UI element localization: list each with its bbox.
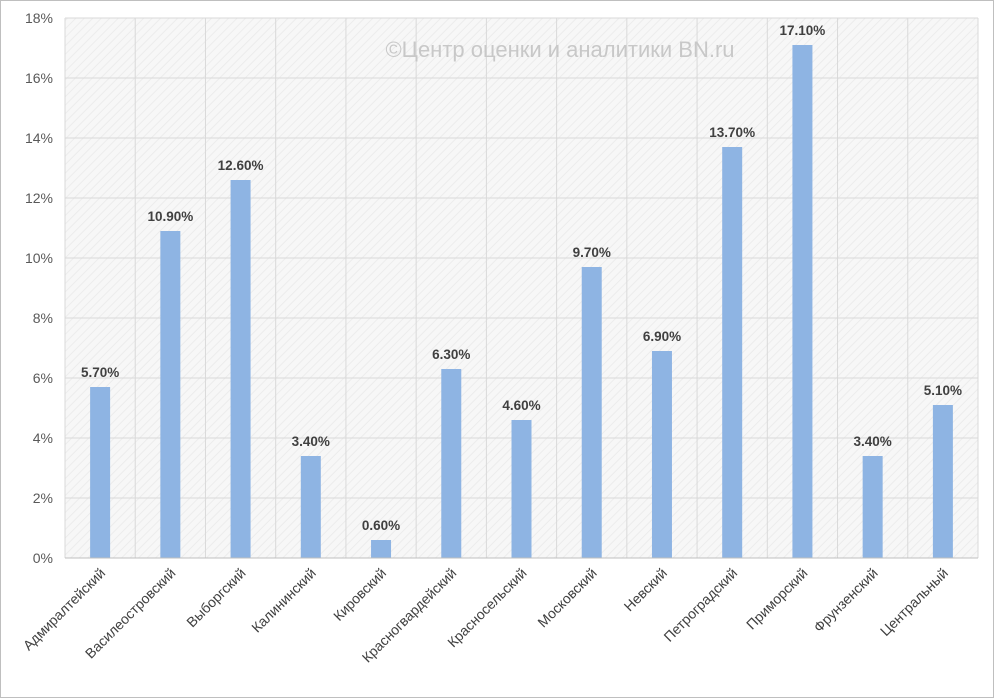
y-tick-label: 18%	[25, 10, 53, 26]
y-tick-label: 2%	[33, 490, 53, 506]
data-label: 0.60%	[362, 518, 400, 533]
data-label: 10.90%	[147, 209, 193, 224]
x-tick-label: Центральный	[877, 565, 951, 639]
data-label: 6.30%	[432, 347, 470, 362]
bar	[932, 405, 953, 558]
bar	[722, 147, 743, 558]
data-label: 13.70%	[709, 125, 755, 140]
y-tick-label: 4%	[33, 430, 53, 446]
x-tick-label: Калининский	[248, 565, 319, 636]
y-tick-label: 0%	[33, 550, 53, 566]
bar	[792, 45, 813, 558]
bar	[160, 231, 181, 558]
data-label: 6.90%	[643, 329, 681, 344]
x-tick-label: Приморский	[743, 565, 811, 633]
data-label: 5.70%	[81, 365, 119, 380]
x-tick-label: Выборгский	[183, 565, 248, 630]
x-tick-label: Кировский	[330, 565, 389, 624]
x-tick-label: Московский	[534, 565, 600, 631]
y-axis: 0% 2% 4% 6% 8% 10% 12% 14% 16% 18%	[25, 10, 53, 566]
bar	[581, 267, 602, 558]
y-tick-label: 10%	[25, 250, 53, 266]
bar	[371, 540, 392, 558]
data-label: 12.60%	[218, 158, 264, 173]
y-tick-label: 6%	[33, 370, 53, 386]
y-tick-label: 12%	[25, 190, 53, 206]
bar	[511, 420, 532, 558]
data-label: 3.40%	[292, 434, 330, 449]
bar	[441, 369, 462, 558]
watermark: ©Центр оценки и аналитики BN.ru	[385, 37, 734, 62]
gridlines	[64, 17, 979, 559]
bar	[862, 456, 883, 558]
bar	[230, 180, 251, 558]
x-tick-label: Фрунзенский	[810, 565, 880, 635]
data-label: 4.60%	[502, 398, 540, 413]
y-tick-label: 8%	[33, 310, 53, 326]
data-label: 3.40%	[854, 434, 892, 449]
y-tick-label: 14%	[25, 130, 53, 146]
x-tick-label: Невский	[621, 565, 670, 614]
bar	[300, 456, 321, 558]
data-labels: 5.70% 10.90% 12.60% 3.40% 0.60% 6.30% 4.60% 9.7…	[81, 23, 962, 533]
data-label: 17.10%	[780, 23, 826, 38]
data-label: 5.10%	[924, 383, 962, 398]
x-tick-label: Петроградский	[660, 565, 740, 645]
bars	[90, 45, 953, 558]
bar	[90, 387, 111, 558]
bar	[651, 351, 672, 558]
data-label: 9.70%	[573, 245, 611, 260]
y-tick-label: 16%	[25, 70, 53, 86]
